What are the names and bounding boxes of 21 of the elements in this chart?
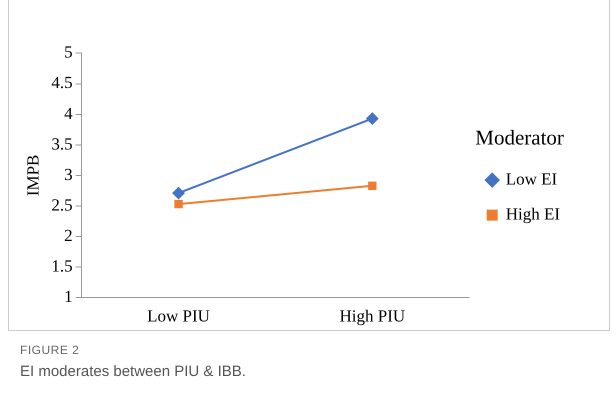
- y-tick-label: 3: [64, 164, 73, 184]
- text: EI moderates between PIU & IBB.: [20, 363, 246, 380]
- caption: FIGURE 2: [20, 343, 80, 357]
- point: [172, 187, 185, 200]
- point: [174, 200, 183, 208]
- legend-title: Moderator: [475, 125, 564, 150]
- y-tick-label: 1.5: [51, 256, 73, 276]
- y-tick-label: 4.5: [51, 73, 73, 92]
- y-tick-label: 4: [64, 104, 74, 123]
- y-axis-title: IMPB: [24, 154, 43, 196]
- x-tick-label: High PIU: [339, 306, 406, 326]
- x-tick-label: Low PIU: [147, 306, 210, 326]
- y-tick-label: 2.5: [51, 195, 73, 214]
- point: [366, 112, 378, 125]
- y-tick-label: 2: [64, 226, 73, 245]
- legend-label: High EI: [506, 204, 560, 224]
- point: [368, 182, 376, 190]
- y-tick-label: 5: [64, 42, 73, 62]
- y-tick-label: 3.5: [51, 134, 73, 154]
- y-tick-label: 1: [64, 287, 73, 306]
- legend-label: Low EI: [506, 170, 558, 189]
